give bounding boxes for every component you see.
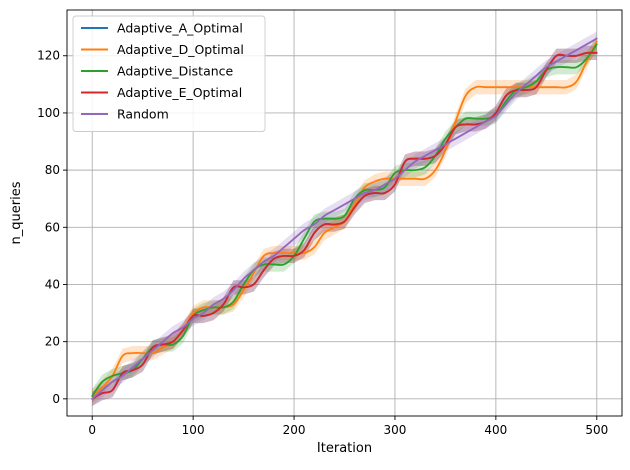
y-tick-label: 0 bbox=[52, 392, 60, 406]
y-tick-label: 120 bbox=[37, 49, 60, 63]
legend-label: Adaptive_A_Optimal bbox=[117, 21, 243, 36]
x-tick-label: 0 bbox=[88, 423, 96, 437]
series-line bbox=[91, 37, 598, 400]
legend: Adaptive_A_Optimal Adaptive_D_Optimal Adap… bbox=[72, 15, 266, 132]
y-tick-label: 100 bbox=[37, 106, 60, 120]
y-axis-label: n_queries bbox=[9, 181, 24, 244]
series-band bbox=[92, 45, 597, 406]
x-tick-label: 400 bbox=[484, 423, 507, 437]
x-tick-label: 500 bbox=[585, 423, 608, 437]
series-band bbox=[92, 45, 597, 406]
legend-label: Random bbox=[117, 107, 169, 122]
series-lines bbox=[91, 37, 598, 400]
x-tick-label: 300 bbox=[384, 423, 407, 437]
series-line bbox=[91, 51, 598, 400]
legend-label: Adaptive_Distance bbox=[117, 64, 234, 79]
series-line bbox=[91, 43, 598, 397]
legend-label: Adaptive_D_Optimal bbox=[117, 42, 244, 57]
y-tick-label: 40 bbox=[45, 277, 60, 291]
y-tick-label: 20 bbox=[45, 335, 60, 349]
legend-box bbox=[72, 15, 266, 132]
x-tick-label: 200 bbox=[283, 423, 306, 437]
plot-frame bbox=[66, 9, 623, 417]
axis-ticks: 0 100 200 300 400 500 0 20 40 60 80 100 120 bbox=[37, 49, 608, 437]
y-tick-label: 60 bbox=[45, 220, 60, 234]
x-tick-label: 100 bbox=[182, 423, 205, 437]
x-axis-label: Iteration bbox=[317, 441, 372, 456]
series-band bbox=[92, 37, 597, 404]
series-band bbox=[92, 34, 597, 404]
legend-label: Adaptive_E_Optimal bbox=[117, 85, 242, 100]
y-tick-label: 80 bbox=[45, 163, 60, 177]
